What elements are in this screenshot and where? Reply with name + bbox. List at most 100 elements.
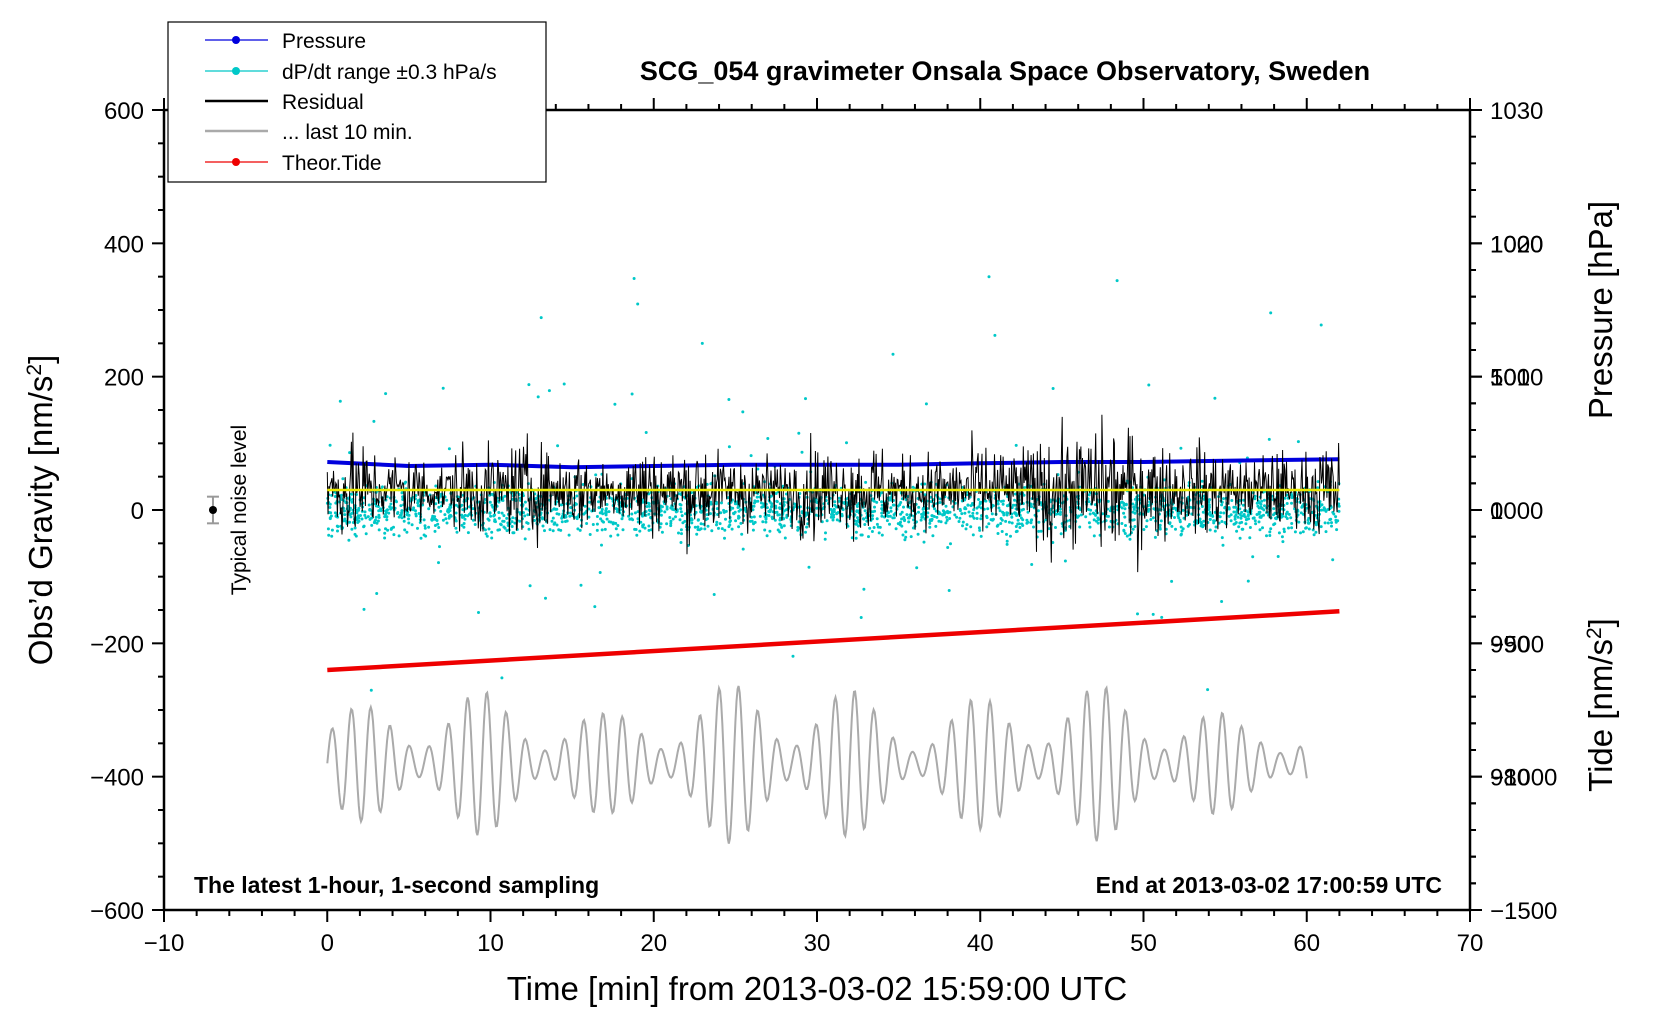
dpdt-point xyxy=(995,524,999,528)
dpdt-point xyxy=(600,543,603,547)
dpdt-point xyxy=(1229,519,1233,523)
dpdt-point xyxy=(1016,522,1020,526)
dpdt-point xyxy=(805,525,809,529)
dpdt-point xyxy=(1095,519,1098,523)
dpdt-point xyxy=(1006,511,1010,515)
dpdt-point xyxy=(384,509,387,513)
dpdt-point xyxy=(1220,536,1224,540)
dpdt-point xyxy=(966,503,970,507)
y-pressure-tick-label: 1030 xyxy=(1490,98,1543,125)
dpdt-point xyxy=(1316,486,1320,490)
y-tide-tick-label: −1000 xyxy=(1490,765,1557,792)
legend: Pressure dP/dt range ±0.3 hPa/s Residual… xyxy=(167,21,547,183)
dpdt-point xyxy=(750,515,753,519)
dpdt-point xyxy=(1059,510,1062,514)
dpdt-point xyxy=(1014,530,1018,534)
dpdt-point xyxy=(1200,505,1204,508)
series-dpdt xyxy=(325,275,1341,692)
dpdt-point xyxy=(855,509,859,513)
dpdt-point xyxy=(490,492,494,496)
dpdt-point xyxy=(437,526,441,529)
dpdt-point xyxy=(902,515,906,519)
dpdt-point xyxy=(460,523,464,527)
y-axis-title-left: Obs’d Gravity [nm/s2] xyxy=(22,355,59,666)
dpdt-point xyxy=(1220,600,1224,603)
dpdt-point xyxy=(923,482,927,486)
dpdt-point xyxy=(447,510,450,514)
dpdt-point xyxy=(965,523,969,527)
dpdt-point xyxy=(1077,514,1081,518)
dpdt-point xyxy=(1174,527,1177,531)
dpdt-point xyxy=(835,518,839,522)
dpdt-point xyxy=(505,516,509,520)
dpdt-point xyxy=(1180,529,1184,533)
dpdt-point xyxy=(963,506,967,510)
dpdt-point xyxy=(739,521,743,525)
dpdt-point xyxy=(734,519,738,523)
x-tick-label: −10 xyxy=(144,930,185,957)
dpdt-point xyxy=(868,526,872,530)
dpdt-point xyxy=(1131,527,1135,531)
dpdt-point xyxy=(957,520,961,523)
dpdt-point xyxy=(929,500,933,504)
dpdt-point xyxy=(1233,515,1237,519)
dpdt-point xyxy=(647,504,651,508)
dpdt-point xyxy=(902,505,905,509)
dpdt-point xyxy=(1078,525,1082,529)
dpdt-point xyxy=(633,511,637,515)
dpdt-point xyxy=(1120,522,1124,525)
dpdt-point xyxy=(870,530,874,533)
dpdt-point xyxy=(1013,492,1017,496)
dpdt-point xyxy=(370,523,374,527)
y-left-tick-label: −600 xyxy=(90,898,144,925)
dpdt-point xyxy=(975,517,979,520)
dpdt-point xyxy=(864,480,868,484)
dpdt-point xyxy=(835,505,838,509)
dpdt-point xyxy=(740,532,744,536)
dpdt-point xyxy=(407,517,410,521)
dpdt-point xyxy=(1147,383,1151,387)
dpdt-point xyxy=(749,454,753,458)
dpdt-point xyxy=(718,522,722,526)
dpdt-point xyxy=(993,333,997,337)
dpdt-point xyxy=(1219,511,1223,515)
dpdt-point xyxy=(600,519,604,523)
dpdt-point xyxy=(541,524,545,528)
dpdt-point xyxy=(614,527,618,531)
dpdt-point xyxy=(630,512,634,516)
dpdt-point xyxy=(1314,523,1318,527)
dpdt-point xyxy=(631,518,635,522)
dpdt-point xyxy=(512,531,516,535)
dpdt-point xyxy=(1257,520,1261,524)
dpdt-point xyxy=(961,524,964,528)
dpdt-point xyxy=(1001,499,1005,503)
dpdt-point xyxy=(552,522,556,526)
dpdt-point xyxy=(1122,529,1126,533)
dpdt-point xyxy=(534,496,538,500)
dpdt-point xyxy=(1299,531,1302,535)
dpdt-point xyxy=(397,534,401,538)
dpdt-point xyxy=(1305,506,1309,510)
dpdt-point xyxy=(1236,515,1240,519)
dpdt-point xyxy=(944,504,948,508)
dpdt-point xyxy=(880,491,884,495)
dpdt-point xyxy=(630,392,634,396)
dpdt-point xyxy=(343,513,347,517)
dpdt-point xyxy=(887,511,890,515)
dpdt-point xyxy=(920,515,924,519)
dpdt-point xyxy=(961,520,965,524)
dpdt-point xyxy=(1133,497,1137,501)
dpdt-point xyxy=(641,514,644,518)
dpdt-point xyxy=(494,520,497,524)
dpdt-point xyxy=(350,527,354,531)
dpdt-point xyxy=(1209,513,1212,517)
dpdt-point xyxy=(550,519,554,523)
dpdt-point xyxy=(1158,523,1162,527)
dpdt-point xyxy=(722,510,726,514)
dpdt-point xyxy=(778,506,782,510)
dpdt-point xyxy=(1269,311,1273,315)
dpdt-point xyxy=(831,518,835,522)
noise-errorbar-point xyxy=(208,506,217,514)
dpdt-point xyxy=(638,529,642,533)
dpdt-point xyxy=(1281,540,1285,544)
